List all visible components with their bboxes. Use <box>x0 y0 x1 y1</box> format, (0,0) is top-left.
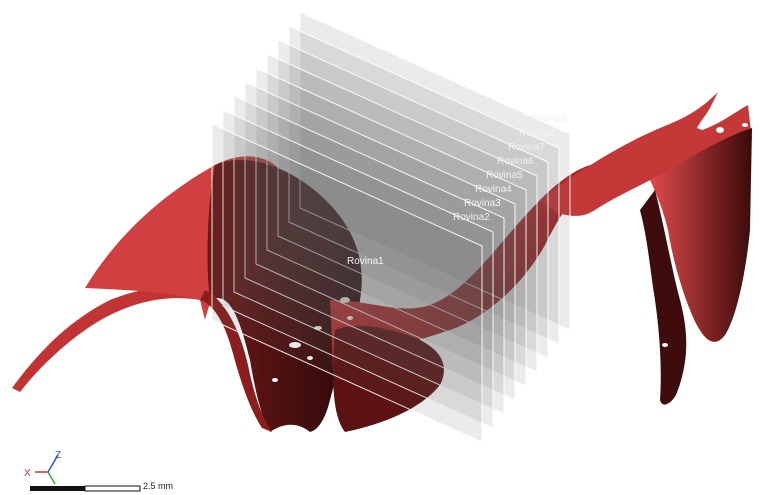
surface-left-skirt <box>200 290 272 432</box>
scan-surface[interactable] <box>12 92 752 432</box>
z-axis-line <box>47 454 59 473</box>
surface-right-ridge <box>540 92 752 216</box>
section-plane-label: Rovina2 <box>453 212 490 223</box>
surface-right-lower <box>640 190 687 405</box>
section-plane-5[interactable] <box>255 67 527 387</box>
scale-bar-label: 2.5 mm <box>143 481 174 491</box>
section-plane-8[interactable] <box>288 25 560 345</box>
surface-holes <box>272 123 748 382</box>
surface-trough <box>333 325 444 432</box>
y-axis-line <box>47 471 56 485</box>
section-planes[interactable]: Rovina9 Rovina8 Rovina7 Rovina6 Rovina5 Rovin… <box>211 11 571 443</box>
section-plane-label: Rovina6 <box>497 156 534 167</box>
section-plane-label: Rovina9 <box>530 114 567 125</box>
z-axis-label: Z <box>55 450 61 461</box>
section-plane-label: Rovina8 <box>519 128 556 139</box>
scale-bar-segment <box>84 485 141 492</box>
section-plane-2[interactable] <box>222 109 494 429</box>
surface-left-lip <box>12 286 205 392</box>
surface-right-face <box>650 128 752 342</box>
section-plane-4[interactable] <box>244 81 516 401</box>
section-plane-label: Rovina1 <box>347 256 384 267</box>
section-plane-label: Rovina7 <box>508 142 545 153</box>
axis-triad: Z X <box>24 450 61 485</box>
section-plane-label: Rovina4 <box>475 184 512 195</box>
section-plane-label: Rovina3 <box>464 198 501 209</box>
section-plane-7[interactable] <box>277 39 549 359</box>
x-axis-label: X <box>24 468 31 479</box>
section-plane-3[interactable] <box>233 95 505 415</box>
section-plane-9[interactable] <box>299 11 571 331</box>
section-plane-6[interactable] <box>266 53 538 373</box>
scale-bar <box>30 485 141 492</box>
section-plane-label: Rovina5 <box>486 170 523 181</box>
section-plane-1[interactable] <box>211 123 483 443</box>
